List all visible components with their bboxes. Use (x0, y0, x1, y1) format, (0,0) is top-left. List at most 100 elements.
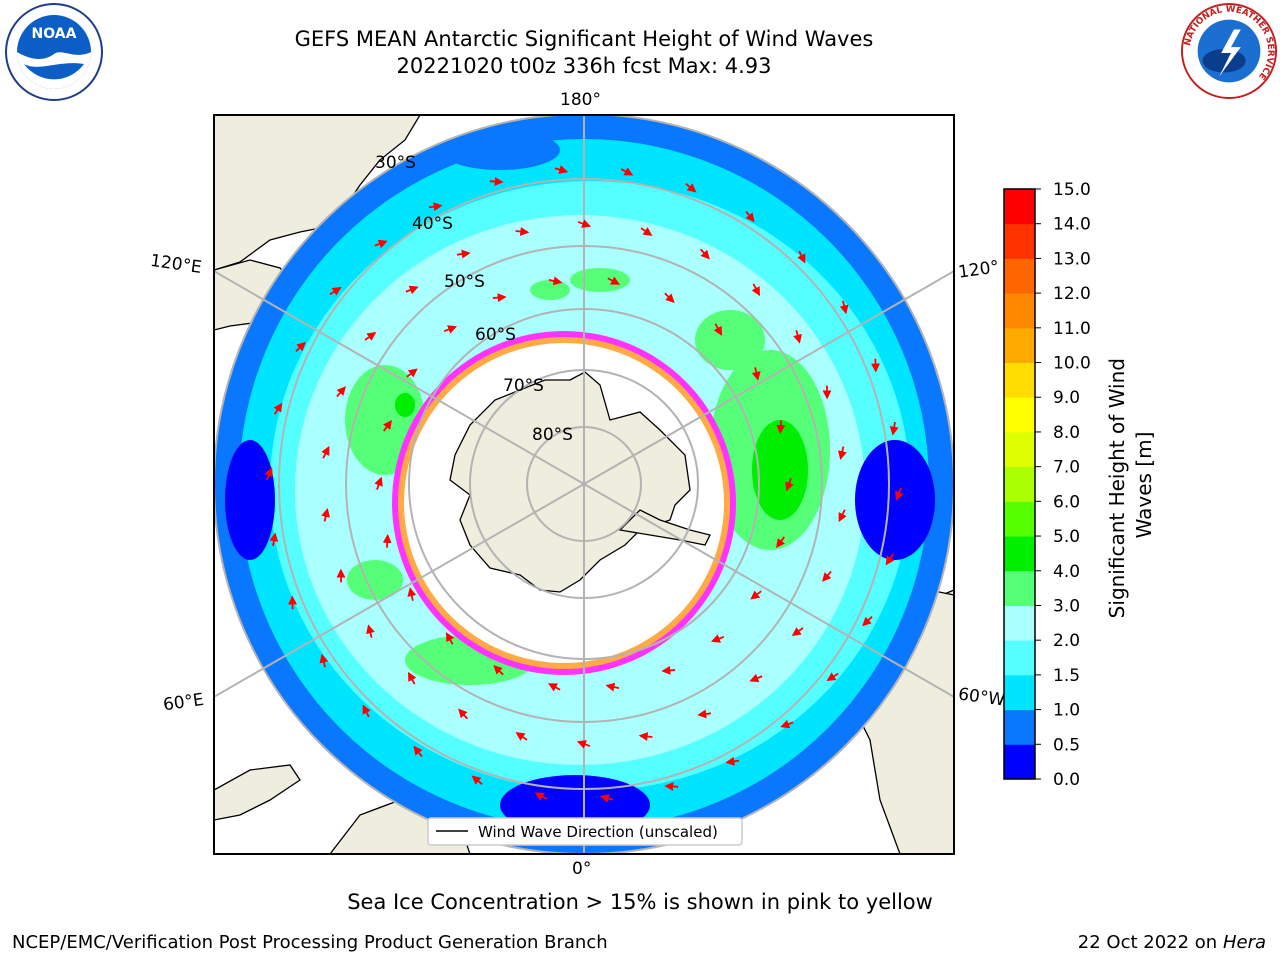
chart-subtitle-run: 20221020 t00z 336h fcst Max: 4.93 (396, 54, 772, 78)
wind-wave-arrow (407, 587, 417, 601)
colorbar-tick-label: 0.0 (1053, 770, 1080, 790)
wind-wave-arrow (889, 421, 899, 436)
wind-wave-arrow (895, 487, 904, 501)
colorbar-tick-label: 0.5 (1053, 735, 1080, 755)
wind-wave-arrow (697, 709, 712, 719)
colorbar-swatch (1004, 327, 1035, 364)
wind-wave-arrow (749, 673, 763, 683)
wind-wave-arrow (329, 286, 342, 296)
wind-wave-arrow (822, 570, 832, 582)
wind-wave-arrow (445, 632, 455, 645)
colorbar: 0.0 0.5 1.0 1.5 2.0 3.0 4.0 5.0 6.0 7.0 8.0 9.0 10.0… (1003, 180, 1091, 790)
chart-title: GEFS MEAN Antarctic Significant Height o… (294, 27, 874, 51)
wind-wave-arrow (713, 323, 723, 336)
lat-label-70: 70°S (503, 376, 544, 396)
legend-label: Wind Wave Direction (unscaled) (478, 823, 718, 841)
wind-wave-arrow (785, 478, 794, 492)
wind-wave-arrow (534, 792, 548, 801)
wind-wave-arrow (599, 794, 614, 803)
wind-wave-arrow (605, 682, 620, 692)
colorbar-swatch (1004, 362, 1035, 398)
wind-wave-arrow (515, 732, 528, 741)
wind-wave-arrow (428, 202, 443, 212)
wind-wave-arrow (685, 182, 697, 193)
wind-wave-arrow (640, 227, 653, 236)
lon-label-120W: 120° (957, 257, 1000, 283)
wind-wave-arrow (780, 719, 794, 729)
wind-wave-arrow (750, 590, 762, 600)
wind-wave-arrow (405, 285, 419, 295)
footer-date: 22 Oct 2022 on Hera (1078, 932, 1266, 953)
lon-label-60W: 60°W (957, 684, 1006, 710)
wind-wave-arrow (515, 227, 530, 236)
colorbar-tick-label: 13.0 (1053, 249, 1091, 269)
wind-wave-arrow (664, 292, 675, 304)
colorbar-tick-label: 11.0 (1053, 319, 1091, 339)
colorbar-swatch (1004, 570, 1035, 606)
wind-wave-arrow (837, 446, 847, 461)
wind-wave-arrow (699, 248, 710, 260)
wind-wave-arrow (751, 367, 761, 381)
wind-wave-arrow (776, 420, 786, 435)
colorbar-label-line1: Significant Height of Wind (1105, 358, 1129, 618)
colorbar-label-line2: Waves [m] (1132, 432, 1156, 539)
colorbar-swatch (1004, 605, 1035, 641)
wind-wave-arrow (295, 341, 306, 352)
colorbar-swatch (1004, 744, 1035, 780)
colorbar-swatch (1004, 293, 1035, 329)
wind-wave-arrow (751, 283, 760, 297)
colorbar-swatch (1004, 674, 1035, 711)
wind-wave-arrow (374, 476, 383, 490)
wind-wave-arrow (839, 300, 849, 315)
wind-wave-arrow (725, 756, 740, 766)
wind-wave-arrow (366, 624, 375, 638)
wind-wave-arrow (456, 249, 471, 259)
wind-wave-arrow (862, 616, 873, 627)
map-frame (213, 114, 955, 855)
colorbar-swatch (1004, 431, 1035, 468)
colorbar-tick-label: 6.0 (1053, 492, 1080, 512)
footer-machine: Hera (1222, 932, 1266, 953)
wind-wave-arrow (413, 745, 423, 758)
lat-label-50: 50°S (444, 272, 485, 292)
colorbar-tick-label: 2.0 (1053, 631, 1080, 651)
wind-wave-arrow (319, 653, 329, 668)
colorbar-tick-label: 3.0 (1053, 596, 1080, 616)
footer-credit: NCEP/EMC/Verification Post Processing Pr… (12, 932, 608, 953)
wind-wave-arrow (362, 704, 371, 718)
wind-wave-arrow (607, 276, 621, 285)
wind-wave-arrow (547, 683, 561, 692)
colorbar-tick-label: 15.0 (1053, 180, 1091, 200)
colorbar-swatch (1004, 466, 1035, 502)
africa-land (214, 764, 301, 821)
meridian-60E-120W (214, 269, 954, 699)
nws-logo: NATIONAL WEATHER SERVICE (1180, 2, 1278, 100)
colorbar-tick-label: 1.0 (1053, 701, 1080, 721)
colorbar-swatch (1004, 501, 1035, 537)
colorbar-tick-label: 4.0 (1053, 562, 1080, 582)
antarctica-land (449, 371, 691, 593)
lon-label-120E: 120°E (149, 251, 203, 278)
wind-wave-arrow (458, 708, 469, 720)
footer-date-text: 22 Oct 2022 on (1077, 932, 1223, 953)
wind-wave-arrow (576, 740, 591, 749)
colorbar-swatch (1004, 709, 1035, 745)
lat-label-80: 80°S (532, 425, 573, 445)
wind-wave-arrow (745, 210, 755, 223)
wind-wave-arrow (336, 386, 346, 398)
wind-wave-arrow (793, 330, 802, 344)
wind-wave-arrow (408, 671, 417, 685)
colorbar-tick-label: 14.0 (1053, 215, 1091, 235)
wind-wave-arrow (548, 276, 563, 286)
wind-wave-arrow (885, 553, 895, 566)
wind-wave-arrow (374, 239, 388, 249)
wind-wave-arrow (797, 250, 806, 264)
wind-wave-arrow (321, 507, 331, 522)
lat-label-30: 30°S (375, 153, 416, 173)
lon-label-60E: 60°E (162, 690, 205, 715)
wind-wave-arrow (382, 533, 392, 548)
wind-wave-arrow (620, 167, 634, 176)
noaa-logo-text: NOAA (32, 26, 77, 42)
wind-wave-arrow (554, 165, 569, 174)
